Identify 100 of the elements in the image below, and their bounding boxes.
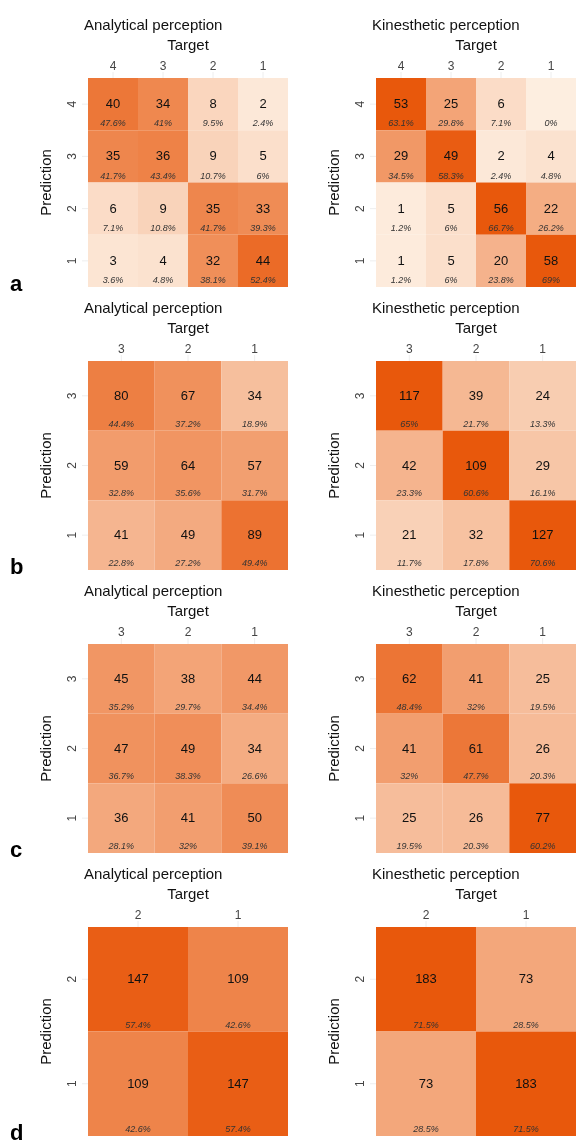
text: b bbox=[10, 554, 24, 580]
annotation: 20.3% bbox=[528, 771, 556, 782]
chart-title: Analytical perception bbox=[84, 299, 223, 316]
data-label: 53 bbox=[393, 96, 409, 112]
annotation: 20.3% bbox=[462, 841, 489, 851]
annotation: 38.1% bbox=[200, 275, 226, 285]
chart-title: Kinesthetic perception bbox=[372, 16, 520, 33]
annotation: 11.7% bbox=[396, 558, 422, 568]
annotation: 60.6% bbox=[463, 488, 489, 499]
data-label: 57 bbox=[247, 457, 262, 473]
annotation: 49.4% bbox=[241, 558, 268, 568]
annotation: 38.3% bbox=[175, 771, 201, 782]
annotation: 57.4% bbox=[225, 1124, 251, 1134]
annotation: 36.7% bbox=[108, 771, 135, 782]
data-label: 49 bbox=[180, 740, 196, 756]
x-tick-label: 1 bbox=[234, 908, 242, 922]
data-label: 49 bbox=[443, 148, 459, 164]
annotation: 65% bbox=[400, 418, 419, 429]
annotation: 10.8% bbox=[150, 222, 176, 233]
chart-title: Analytical perception bbox=[84, 16, 223, 33]
annotation: 1.2% bbox=[390, 222, 412, 233]
data-label: 41 bbox=[180, 810, 196, 826]
data-label: 183 bbox=[515, 1075, 537, 1091]
data-label: 44 bbox=[255, 252, 271, 268]
y-tick-label: 1 bbox=[353, 257, 367, 265]
annotation: 37.2% bbox=[175, 418, 201, 429]
data-label: 73 bbox=[418, 1075, 434, 1091]
annotation: 29.7% bbox=[174, 701, 201, 712]
x-tick-label: 1 bbox=[251, 625, 259, 639]
data-label: 34 bbox=[247, 387, 262, 403]
text: d bbox=[10, 1120, 24, 1145]
x-tick-label: 3 bbox=[405, 342, 413, 356]
annotation: 22.8% bbox=[107, 558, 135, 568]
data-label: 59 bbox=[114, 457, 129, 473]
x-tick-label: 3 bbox=[159, 59, 167, 73]
chart-title: Kinesthetic perception bbox=[372, 582, 520, 599]
chart-title: Kinesthetic perception bbox=[372, 865, 520, 882]
y-axis-title: Prediction bbox=[325, 432, 343, 499]
x-tick-label: 4 bbox=[109, 59, 117, 73]
x-axis-title: Target bbox=[454, 319, 498, 336]
data-label: 5 bbox=[447, 252, 455, 268]
data-label: 49 bbox=[180, 527, 196, 543]
x-tick-label: 3 bbox=[405, 625, 413, 639]
y-tick-label: 2 bbox=[353, 461, 367, 469]
annotation: 27.2% bbox=[174, 558, 201, 568]
annotation: 71.5% bbox=[513, 1124, 539, 1134]
x-axis-title: Target bbox=[454, 602, 498, 619]
annotation: 39.3% bbox=[250, 222, 276, 233]
x-tick-label: 1 bbox=[259, 59, 267, 73]
annotation: 6% bbox=[444, 275, 458, 285]
annotation: 39.1% bbox=[241, 841, 268, 851]
annotation: 71.5% bbox=[413, 1019, 439, 1030]
x-axis-title: Target bbox=[166, 885, 210, 902]
annotation: 52.4% bbox=[250, 275, 276, 285]
y-tick-label: 2 bbox=[353, 204, 367, 212]
data-label: 117 bbox=[398, 387, 420, 403]
annotation: 21.7% bbox=[462, 418, 489, 429]
chart-title: Analytical perception bbox=[84, 582, 223, 599]
data-label: 56 bbox=[493, 200, 509, 216]
x-tick-label: 2 bbox=[134, 908, 142, 922]
annotation: 47.6% bbox=[100, 118, 126, 129]
annotation: 19.5% bbox=[529, 701, 556, 712]
chart-title: Kinesthetic perception bbox=[372, 299, 520, 316]
annotation: 13.3% bbox=[529, 418, 556, 429]
x-tick-label: 2 bbox=[472, 625, 480, 639]
data-label: 34 bbox=[247, 740, 262, 756]
data-label: 41 bbox=[402, 740, 417, 756]
annotation: 41% bbox=[153, 118, 173, 129]
annotation: 32.8% bbox=[108, 488, 135, 499]
y-tick-label: 4 bbox=[353, 100, 367, 108]
annotation: 60.2% bbox=[529, 841, 556, 851]
annotation: 16.1% bbox=[529, 488, 556, 499]
y-tick-label: 1 bbox=[353, 1080, 367, 1088]
data-label: 109 bbox=[227, 971, 249, 987]
y-tick-label: 3 bbox=[65, 675, 79, 683]
annotation: 1.2% bbox=[390, 275, 412, 285]
annotation: 19.5% bbox=[396, 841, 423, 851]
text: c bbox=[10, 837, 23, 863]
x-axis-title: Target bbox=[454, 36, 498, 53]
data-label: 147 bbox=[127, 971, 149, 987]
x-tick-label: 1 bbox=[547, 59, 555, 73]
data-label: 61 bbox=[468, 740, 484, 756]
data-label: 8 bbox=[209, 96, 217, 112]
data-label: 25 bbox=[535, 670, 550, 686]
data-label: 35 bbox=[205, 200, 221, 216]
annotation: 66.7% bbox=[488, 222, 514, 233]
annotation: 4.8% bbox=[152, 275, 174, 285]
x-tick-label: 2 bbox=[184, 625, 192, 639]
data-label: 127 bbox=[531, 527, 554, 543]
y-tick-label: 1 bbox=[353, 531, 367, 539]
x-axis-title: Target bbox=[166, 319, 210, 336]
annotation: 3.6% bbox=[102, 275, 124, 285]
data-label: 9 bbox=[209, 148, 217, 164]
annotation: 7.1% bbox=[102, 222, 124, 233]
annotation: 42.6% bbox=[225, 1019, 251, 1030]
data-label: 183 bbox=[415, 971, 437, 987]
annotation: 70.6% bbox=[529, 558, 556, 568]
annotation: 58.3% bbox=[438, 170, 464, 181]
chart-title: Analytical perception bbox=[84, 865, 223, 882]
y-axis-title: Prediction bbox=[37, 149, 55, 216]
